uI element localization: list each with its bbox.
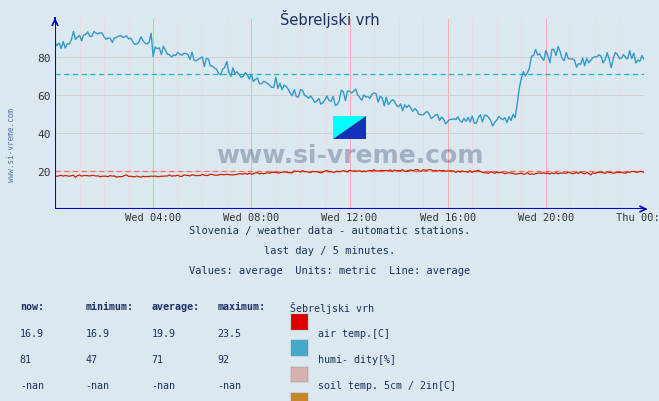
Polygon shape — [333, 117, 366, 140]
Text: now:: now: — [20, 302, 43, 312]
Text: 92: 92 — [217, 354, 229, 364]
Text: Values: average  Units: metric  Line: average: Values: average Units: metric Line: aver… — [189, 265, 470, 275]
Text: -nan: -nan — [86, 380, 109, 390]
Text: 71: 71 — [152, 354, 163, 364]
Polygon shape — [333, 117, 366, 140]
Text: www.si-vreme.com: www.si-vreme.com — [7, 107, 16, 181]
Text: -nan: -nan — [217, 380, 241, 390]
Text: 81: 81 — [20, 354, 32, 364]
Text: Šebreljski vrh: Šebreljski vrh — [290, 302, 374, 314]
Text: -nan: -nan — [20, 380, 43, 390]
Text: minimum:: minimum: — [86, 302, 134, 312]
Text: 23.5: 23.5 — [217, 328, 241, 338]
Text: average:: average: — [152, 302, 200, 312]
Text: air temp.[C]: air temp.[C] — [318, 328, 390, 338]
Text: Slovenia / weather data - automatic stations.: Slovenia / weather data - automatic stat… — [189, 225, 470, 235]
Text: humi- dity[%]: humi- dity[%] — [318, 354, 396, 364]
Text: soil temp. 5cm / 2in[C]: soil temp. 5cm / 2in[C] — [318, 380, 456, 390]
Text: last day / 5 minutes.: last day / 5 minutes. — [264, 245, 395, 255]
Text: 47: 47 — [86, 354, 98, 364]
Text: -nan: -nan — [152, 380, 175, 390]
Text: 16.9: 16.9 — [20, 328, 43, 338]
Text: 16.9: 16.9 — [86, 328, 109, 338]
Text: www.si-vreme.com: www.si-vreme.com — [215, 144, 483, 168]
Text: 19.9: 19.9 — [152, 328, 175, 338]
Polygon shape — [333, 117, 366, 140]
Text: maximum:: maximum: — [217, 302, 266, 312]
Text: Šebreljski vrh: Šebreljski vrh — [279, 10, 380, 28]
